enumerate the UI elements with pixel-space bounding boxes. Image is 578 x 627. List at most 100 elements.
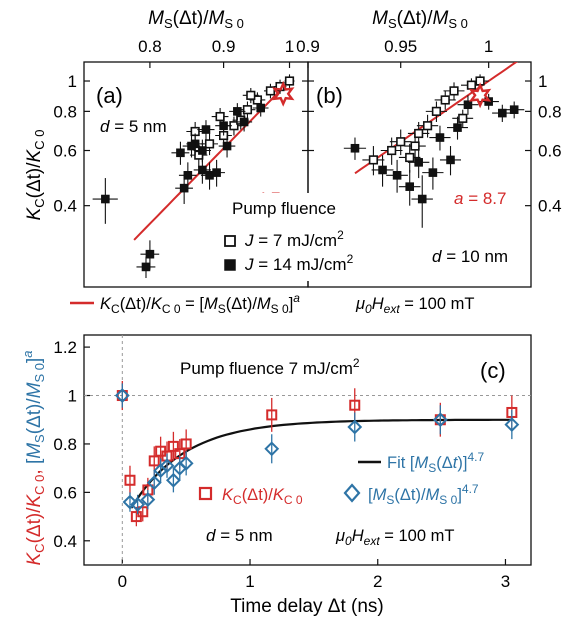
panel-c-xtick-label: 1 (245, 572, 254, 591)
panel-c-point-ms (165, 472, 181, 488)
panel-b-label: (b) (316, 83, 343, 108)
panel-b-point-7mj (405, 152, 415, 163)
panel-a-ytick-label: 0.8 (53, 102, 77, 121)
panel-b-point-14mj (453, 123, 462, 132)
panel-b-point-14mj (428, 168, 438, 177)
panel-b-point-14mj (498, 108, 507, 118)
panel-a-xtick-label: 0.9 (212, 37, 236, 56)
panel-a-data (92, 74, 295, 279)
panel-b-xtick-label: 1 (484, 37, 493, 56)
panel-a-top-axis-label: MS(Δt)/MS 0 (148, 8, 244, 31)
panel-b-point-14mj (463, 100, 473, 110)
panel-c-point-ms (347, 419, 363, 435)
panel-a-thickness: d = 5 nm (100, 117, 167, 136)
panel-c-data (84, 335, 531, 565)
panel-a-ytick-label: 0.6 (53, 142, 77, 161)
panel-a-point-7mj (204, 139, 215, 149)
panel-b-point-7mj (387, 145, 397, 156)
panel-a-point-14mj (256, 103, 266, 113)
panel-a-point-7mj (215, 111, 225, 122)
panel-c-point-ms (146, 475, 162, 491)
panel-a-xtick-label: 0.8 (138, 37, 162, 56)
panel-a-point-14mj (198, 146, 207, 155)
panel-c-frame (83, 334, 532, 566)
panel-a-point-14mj (183, 171, 193, 180)
panel-b-ytick-label: 0.8 (538, 102, 562, 121)
panel-b-xtick-label: 0.9 (296, 37, 320, 56)
panel-c-ytick-label: 1 (68, 387, 77, 406)
panel-c-point-ms (504, 417, 520, 432)
panel-c-point-kc (180, 438, 192, 450)
panel-a-point-14mj (176, 148, 185, 158)
panel-c-point-ms (264, 441, 280, 457)
panel-a-point-14mj (222, 141, 232, 151)
panel-c-point-kc (266, 409, 278, 421)
panel-c-point-kc (349, 399, 361, 411)
panel-b-highlight-star (468, 82, 492, 109)
panel-a-point-14mj (101, 194, 110, 204)
panel-c-field-label: μ0Hext = 100 mT (335, 527, 454, 548)
panel-b-frame (307, 61, 532, 288)
legend-c-red-label: KC(Δt)/KC 0 (222, 486, 303, 507)
panel-b-xtick-label: 0.95 (384, 37, 417, 56)
panel-a-ytick-label: 0.4 (53, 197, 77, 216)
panel-a-point-7mj (265, 86, 276, 96)
panel-c-ytick-label: 0.6 (53, 483, 77, 502)
panel-c-ticks: 0 1 2 3 0.4 0.6 0.8 1 1.2 (53, 338, 510, 591)
panel-b-point-7mj (449, 86, 459, 96)
panel-a-label: (a) (96, 83, 123, 108)
panel-c-point-ms (114, 388, 130, 403)
panel-b-exponent: a = 8.7 (454, 189, 506, 208)
panel-a-xtick-label: 1 (285, 37, 294, 56)
panel-b-ticks: 0.9 0.95 1 0.4 0.6 0.8 1 (296, 37, 561, 216)
legend-c-fit-label: Fit [MS(Δt)]4.7 (387, 450, 484, 475)
legend-fluence-title: Pump fluence (232, 199, 336, 218)
legend-fluence: Pump fluence J = 7 mJ/cm2 J = 14 mJ/cm2 (215, 193, 393, 281)
legend-fit-label: KC(Δt)/KC 0 = [MS(Δt)/MS 0]a (100, 291, 300, 316)
legend-filled-square-marker (224, 259, 236, 271)
legend-c-blue-marker (343, 483, 361, 503)
panel-b-point-14mj (392, 171, 402, 180)
panel-c-left-axis-label: KC(Δt)/KC 0, [MS(Δt)/MS 0]a (20, 350, 47, 565)
panel-b-point-14mj (417, 194, 427, 204)
panel-a-point-14mj (201, 125, 211, 134)
panel-b-point-7mj (414, 128, 424, 139)
panel-c-point-kc (124, 474, 136, 486)
panel-c-point-kc (167, 440, 179, 452)
panel-b-point-7mj (368, 155, 379, 165)
panel-b-point-7mj (458, 113, 468, 123)
legend-filled-label: J = 14 mJ/cm2 (244, 252, 354, 274)
panel-a-point-14mj (145, 249, 155, 259)
panel-a-point-14mj (212, 168, 221, 177)
panel-b-point-14mj (350, 143, 360, 153)
panel-b-point-14mj (509, 105, 519, 114)
panel-b-ytick-label: 0.4 (538, 197, 562, 216)
panel-c-point-ms (140, 492, 156, 508)
panel-a-point-14mj (179, 183, 189, 193)
panel-a-highlight-star (272, 80, 295, 107)
panel-b-point-14mj (378, 165, 387, 175)
panel-b-point-7mj (431, 106, 442, 116)
panel-a-point-14mj (233, 107, 242, 116)
panel-b-thickness: d = 10 nm (432, 247, 508, 266)
panel-a-point-7mj (284, 76, 295, 86)
panel-a-point-14mj (219, 121, 228, 131)
panel-b-point-14mj (446, 155, 455, 165)
legend-c-red-marker (198, 486, 213, 501)
panel-a-ytick-label: 1 (68, 72, 77, 91)
panel-a-point-7mj (246, 90, 256, 100)
panel-c-title: Pump fluence 7 mJ/cm2 (180, 356, 360, 378)
panel-c-point-ms (432, 412, 448, 428)
panel-b-point-14mj (435, 133, 445, 142)
panel-b-point-14mj (405, 182, 415, 191)
panel-a-fit-line (133, 80, 291, 241)
panel-a-point-14mj (187, 141, 196, 151)
panel-b-point-7mj (410, 141, 420, 151)
panel-a-point-14mj (198, 165, 207, 175)
legend-c-blue-label: [MS(Δt)/MS 0]4.7 (368, 482, 479, 507)
panel-a-left-axis-label: KC(Δt)/KC 0 (24, 130, 47, 221)
panel-a-point-14mj (141, 262, 151, 272)
panel-c-thickness: d = 5 nm (206, 526, 273, 545)
panel-c-point-kc (148, 455, 160, 467)
